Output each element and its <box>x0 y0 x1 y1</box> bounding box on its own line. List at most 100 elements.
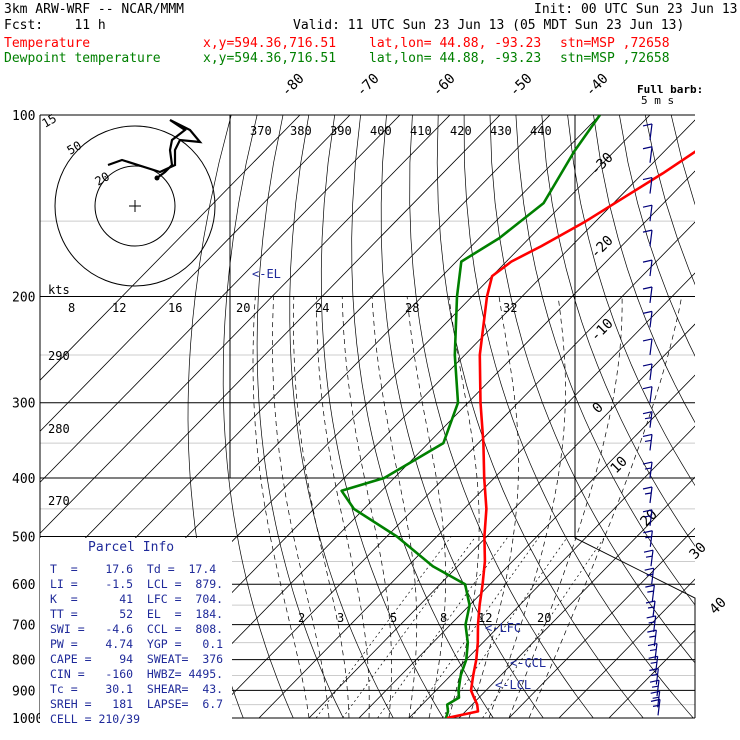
potential-temperature-label: 390 <box>330 124 352 138</box>
dry-adiabat-line <box>697 115 740 718</box>
dry-adiabat-line <box>723 115 740 718</box>
wind-barb <box>642 433 653 451</box>
wind-barb-flag <box>642 229 653 233</box>
wind-barb-half <box>649 635 656 638</box>
wind-barb <box>642 338 653 356</box>
wind-barb-staff <box>651 568 655 585</box>
wind-barb-staff <box>649 434 653 451</box>
dry-adiabat-line <box>567 115 695 487</box>
wind-barb-flag <box>645 600 656 604</box>
skewed-temperature-label: -50 <box>507 71 536 100</box>
wind-barb <box>642 461 653 479</box>
parcel-row: CELL = 210/39 <box>50 712 141 726</box>
wind-barb-staff <box>653 615 657 633</box>
wind-barb-flag <box>643 530 653 534</box>
isotherm-line <box>358 374 695 718</box>
wind-barb-staff <box>649 146 653 163</box>
mixing-ratio-bottom-label: 20 <box>537 611 551 625</box>
isotherm-line <box>508 527 695 718</box>
wind-barb-half <box>644 492 652 495</box>
dry-adiabat-line <box>222 115 294 718</box>
wind-barb-half <box>651 685 659 688</box>
wind-barb-flag <box>646 615 656 619</box>
theta-left-label: 290 <box>48 349 70 363</box>
wind-barb-flag <box>649 679 660 683</box>
potential-temperature-label: 370 <box>250 124 272 138</box>
wind-barb-staff <box>653 630 657 647</box>
wind-barb-staff <box>649 260 653 277</box>
wind-barb-flag <box>647 642 658 647</box>
skewed-temperature-label: -40 <box>583 71 612 100</box>
lcl-annotation: <-LCL <box>495 678 531 692</box>
wind-barb-flag <box>649 667 659 672</box>
mixing-ratio-bottom-label: 8 <box>440 611 447 625</box>
parcel-row: CIN = -160 HWBZ= 4495. <box>50 667 224 681</box>
wind-barb <box>642 411 653 428</box>
isotherm-line <box>208 221 695 718</box>
legend-dewpoint-coords: x,y=594.36,716.51 <box>203 51 337 66</box>
wind-barb-flag <box>647 629 657 633</box>
wind-barb-staff <box>650 550 654 567</box>
hodograph-units-label: kts <box>48 283 70 297</box>
pressure-tick-label: 100 <box>12 109 35 124</box>
wind-barb-flag <box>642 433 653 438</box>
wind-barb-flag <box>650 698 661 702</box>
skewed-temperature-label: -80 <box>279 71 308 100</box>
parcel-row: Tc = 30.1 SHEAR= 43. <box>50 682 224 696</box>
wind-barb <box>642 509 653 526</box>
skewed-temperature-label: 40 <box>707 595 730 618</box>
legend-dewpoint: Dewpoint temperature <box>4 51 161 66</box>
wind-barb <box>644 567 655 585</box>
wind-barb-staff <box>649 123 653 141</box>
isotherm-line <box>40 115 351 432</box>
upper-box <box>229 114 576 479</box>
pressure-tick-label: 600 <box>12 578 35 593</box>
skewed-temperature-label: -10 <box>588 316 617 345</box>
wind-barb-flag <box>642 259 653 263</box>
potential-temperature-label: 420 <box>450 124 472 138</box>
wind-barb-flag <box>650 690 660 694</box>
dry-adiabat-line <box>619 115 695 357</box>
wind-barb-half <box>644 467 652 470</box>
dry-adiabat-line <box>320 115 444 718</box>
wind-barb <box>648 655 659 673</box>
moist-adiabat-line <box>528 296 683 718</box>
parcel-row: SWI = -4.6 CCL = 808. <box>50 622 224 636</box>
mixing-ratio-line <box>315 536 452 718</box>
wind-barb-staff <box>649 363 653 380</box>
wind-barb-half <box>647 590 654 593</box>
hodograph-ring <box>54 125 216 287</box>
wind-barb-half <box>652 704 660 707</box>
wind-barb-half <box>650 661 657 664</box>
moist-adiabat-line <box>488 296 566 718</box>
wind-barb-flag <box>644 567 654 571</box>
wind-barb <box>642 177 653 194</box>
wind-barb-flag <box>642 123 653 127</box>
dry-adiabat-line <box>289 115 394 718</box>
wind-barb-staff <box>649 461 653 479</box>
isotherm-line <box>40 115 501 585</box>
wind-barb <box>642 229 653 247</box>
isotherm-line <box>458 476 695 718</box>
wind-barb-staff <box>649 311 653 328</box>
wind-barb-flag <box>642 310 653 314</box>
legend-dewpoint-station: stn=MSP ,72658 <box>560 51 670 66</box>
mixing-ratio-bottom-label: 3 <box>337 611 344 625</box>
wind-barb-flag <box>642 363 653 367</box>
moist-adiabat-line <box>508 296 623 718</box>
mixing-ratio-bottom-label: 12 <box>478 611 492 625</box>
skewed-temperature-label: -60 <box>430 71 459 100</box>
parcel-row: T = 17.6 Td = 17.4 <box>50 562 217 576</box>
wind-barb-half <box>644 417 652 420</box>
hodograph-trace <box>107 119 203 179</box>
wind-barb <box>642 486 653 504</box>
wind-barb-flag <box>642 204 653 208</box>
wind-barb-staff <box>651 585 655 602</box>
wind-barb-staff <box>655 668 659 685</box>
pressure-tick-label: 900 <box>12 684 35 699</box>
parcel-row: PW = 4.74 YGP = 0.1 <box>50 637 224 651</box>
isotherm-line <box>608 629 695 718</box>
mixing-ratio-top-label: 32 <box>503 301 517 315</box>
mixing-ratio-top-label: 24 <box>315 301 329 315</box>
wind-barb-half <box>644 439 652 443</box>
